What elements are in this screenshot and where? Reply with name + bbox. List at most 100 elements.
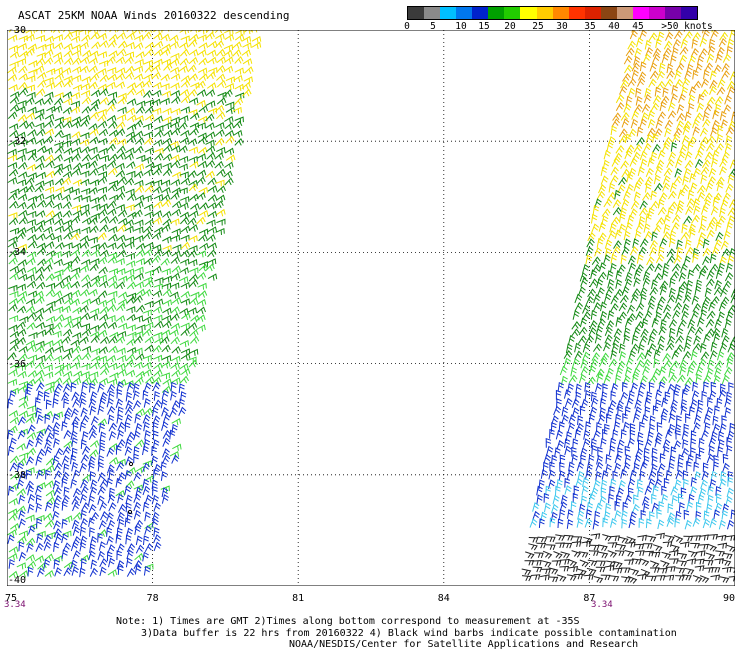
- wind-barb: [609, 222, 617, 233]
- wind-barb: [649, 511, 655, 521]
- wind-barb: [629, 469, 637, 480]
- wind-barb: [179, 202, 189, 210]
- wind-barb: [688, 86, 697, 96]
- wind-barb: [135, 80, 145, 89]
- wind-barb: [70, 91, 81, 100]
- wind-barb: [106, 383, 116, 394]
- wind-barb: [106, 447, 115, 457]
- wind-barb: [99, 96, 109, 105]
- wind-barb: [642, 495, 650, 506]
- wind-barb: [36, 171, 47, 179]
- wind-barb: [126, 549, 134, 560]
- wind-barb: [25, 480, 34, 490]
- wind-barb: [117, 249, 127, 258]
- wind-barb: [97, 232, 107, 240]
- wind-barb: [633, 191, 641, 202]
- wind-barb: [215, 129, 225, 137]
- wind-barb: [153, 534, 162, 544]
- wind-barb: [178, 155, 189, 163]
- wind-barb: [536, 542, 547, 549]
- wind-barb: [637, 573, 647, 580]
- wind-barb: [651, 279, 658, 290]
- wind-barb: [154, 129, 164, 138]
- wind-barb: [560, 375, 568, 386]
- wind-barb: [178, 145, 188, 153]
- wind-barb: [44, 340, 54, 348]
- wind-barb: [26, 225, 36, 234]
- wind-barb: [626, 173, 634, 183]
- wind-barb: [571, 446, 577, 457]
- wind-barb: [655, 217, 665, 226]
- wind-barb: [198, 263, 209, 272]
- wind-barb: [133, 501, 142, 512]
- wind-barb: [649, 239, 658, 249]
- wind-barb: [688, 102, 695, 113]
- wind-barb: [171, 171, 182, 179]
- wind-barb: [692, 381, 699, 392]
- wind-barb: [690, 542, 700, 549]
- wind-barb: [719, 342, 728, 353]
- wind-barb: [540, 511, 548, 522]
- wind-barb: [153, 193, 164, 202]
- wind-barb: [612, 335, 621, 346]
- wind-barb: [702, 238, 710, 249]
- wind-barb: [207, 249, 217, 258]
- wind-barb: [142, 414, 151, 424]
- wind-barb: [97, 299, 108, 307]
- wind-barb: [52, 51, 63, 60]
- wind-barb: [135, 51, 145, 59]
- wind-barb: [642, 277, 651, 287]
- wind-barb: [63, 242, 73, 250]
- wind-barb: [115, 444, 122, 455]
- wind-barb: [54, 567, 62, 577]
- wind-barb: [117, 429, 125, 440]
- wind-barb: [661, 493, 669, 504]
- wind-barb: [91, 203, 101, 211]
- wind-barb: [196, 192, 206, 200]
- wind-barb: [10, 91, 20, 99]
- wind-barb: [572, 438, 579, 449]
- wind-barb: [670, 360, 680, 369]
- wind-barb: [692, 575, 703, 583]
- wind-barb: [115, 257, 125, 265]
- wind-barb: [599, 310, 608, 321]
- wind-barb: [98, 377, 109, 386]
- wind-barb: [80, 146, 91, 154]
- wind-barb: [187, 322, 198, 330]
- wind-barb: [707, 494, 714, 505]
- wind-barb: [653, 349, 661, 359]
- wind-barb: [80, 371, 90, 379]
- wind-barb: [80, 312, 91, 321]
- wind-barb: [598, 222, 606, 232]
- wind-barb: [144, 48, 155, 57]
- wind-barb: [125, 480, 135, 489]
- wind-barb: [170, 178, 181, 187]
- wind-barb: [187, 249, 198, 258]
- wind-barb: [682, 574, 692, 581]
- wind-barb: [663, 167, 673, 177]
- wind-barb: [676, 120, 685, 130]
- wind-barb: [115, 162, 125, 171]
- wind-barb: [704, 422, 711, 432]
- wind-barb: [621, 198, 630, 209]
- wind-barb: [652, 143, 661, 153]
- wind-barb: [700, 342, 707, 353]
- wind-barb: [62, 328, 73, 337]
- wind-barb: [680, 38, 688, 49]
- wind-barb: [143, 276, 153, 284]
- wind-barb: [97, 186, 107, 194]
- wind-barb: [53, 438, 60, 448]
- wind-barb: [190, 291, 200, 299]
- wind-barb: [712, 415, 719, 426]
- wind-barb: [79, 56, 90, 64]
- wind-barb: [64, 186, 74, 194]
- wind-barb: [152, 415, 161, 425]
- wind-barb: [98, 519, 107, 530]
- wind-barb: [99, 224, 109, 232]
- wind-barb: [709, 478, 717, 489]
- wind-barb: [685, 246, 695, 256]
- wind-barb: [655, 431, 663, 442]
- wind-barb: [171, 423, 178, 434]
- wind-barb: [8, 84, 18, 92]
- wind-barb: [620, 112, 630, 121]
